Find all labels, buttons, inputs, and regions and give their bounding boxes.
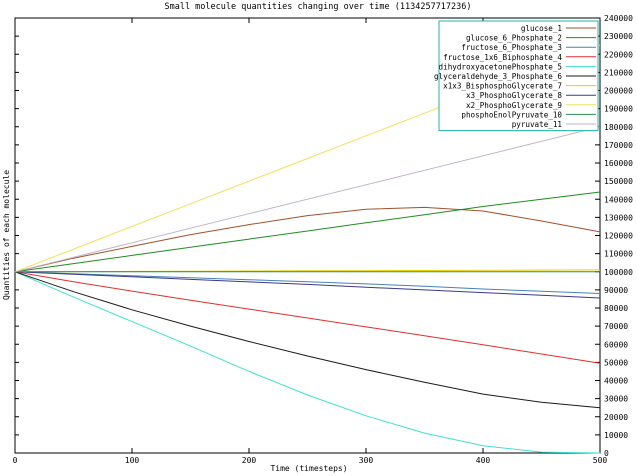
legend-label: fructose_1x6_Biphosphate_4 (443, 53, 562, 62)
y-tick-label: 90000 (604, 286, 628, 295)
y-tick-label: 40000 (604, 377, 628, 386)
y-tick-label: 220000 (604, 50, 633, 59)
x-tick-label: 500 (593, 456, 608, 465)
legend-label: dihydroxyacetonePhosphate_5 (439, 62, 562, 71)
legend-label: x2_PhosphoGlycerate_9 (466, 101, 562, 110)
y-tick-label: 180000 (604, 123, 633, 132)
y-tick-label: 10000 (604, 431, 628, 440)
y-tick-label: 50000 (604, 358, 628, 367)
x-tick-label: 300 (359, 456, 374, 465)
chart-title: Small molecule quantities changing over … (164, 2, 471, 12)
series-line-glucose-6-phosphate-2 (14, 191, 601, 273)
x-tick-label: 100 (125, 456, 140, 465)
y-tick-label: 230000 (604, 32, 633, 41)
series-line-glucose-1 (14, 206, 601, 273)
y-tick-label: 170000 (604, 141, 633, 150)
series-line-pyruvate-11 (14, 126, 601, 273)
y-tick-label: 60000 (604, 340, 628, 349)
x-axis-label: Time (timesteps) (270, 464, 347, 473)
x-tick-label: 0 (13, 456, 18, 465)
legend-label: fructose_6_Phosphate_3 (461, 43, 562, 52)
y-tick-label: 30000 (604, 395, 628, 404)
y-tick-label: 150000 (604, 177, 633, 186)
series-line-x3-phosphoglycerate-8 (14, 271, 601, 299)
y-tick-label: 160000 (604, 159, 633, 168)
legend: glucose_1glucose_6_Phosphate_2fructose_6… (434, 20, 599, 132)
y-tick-label: 100000 (604, 268, 633, 277)
series-line-glyceraldehyde-3-phosphate-6 (14, 271, 601, 409)
series-lines (14, 44, 601, 454)
y-tick-label: 70000 (604, 322, 628, 331)
x-tick-label: 200 (242, 456, 257, 465)
legend-label: pyruvate_11 (512, 120, 563, 129)
series-line-fructose-6-phosphate-3 (14, 271, 601, 294)
y-tick-label: 140000 (604, 195, 633, 204)
y-tick-label: 240000 (604, 14, 633, 23)
y-tick-label: 80000 (604, 304, 628, 313)
legend-label: glyceraldehyde_3_Phosphate_6 (434, 72, 562, 81)
x-tick-labels: 0 100 200 300 400 500 (13, 456, 608, 465)
legend-label: glucose_1 (521, 24, 563, 33)
y-tick-label: 190000 (604, 105, 633, 114)
legend-label: x1x3_BisphosphoGlycerate_7 (443, 82, 562, 91)
y-tick-label: 20000 (604, 413, 628, 422)
y-axis-label: Quantities of each molecule (2, 170, 11, 300)
y-tick-labels: 0 10000 20000 30000 40000 50000 60000 70000 8000… (604, 14, 633, 458)
legend-label: x3_PhosphoGlycerate_8 (466, 91, 562, 100)
series-line-dihydroxyacetonephosphate-5 (14, 271, 601, 454)
y-tick-label: 210000 (604, 68, 633, 77)
series-line-fructose-1x6-biphosphate-4 (14, 271, 601, 364)
legend-label: phosphoEnolPyruvate_10 (461, 110, 562, 119)
y-tick-label: 110000 (604, 250, 633, 259)
y-tick-label: 200000 (604, 87, 633, 96)
y-tick-label: 120000 (604, 232, 633, 241)
x-tick-label: 400 (476, 456, 491, 465)
y-tick-label: 0 (604, 449, 609, 458)
y-tick-label: 130000 (604, 213, 633, 222)
legend-label: glucose_6_Phosphate_2 (466, 34, 562, 43)
